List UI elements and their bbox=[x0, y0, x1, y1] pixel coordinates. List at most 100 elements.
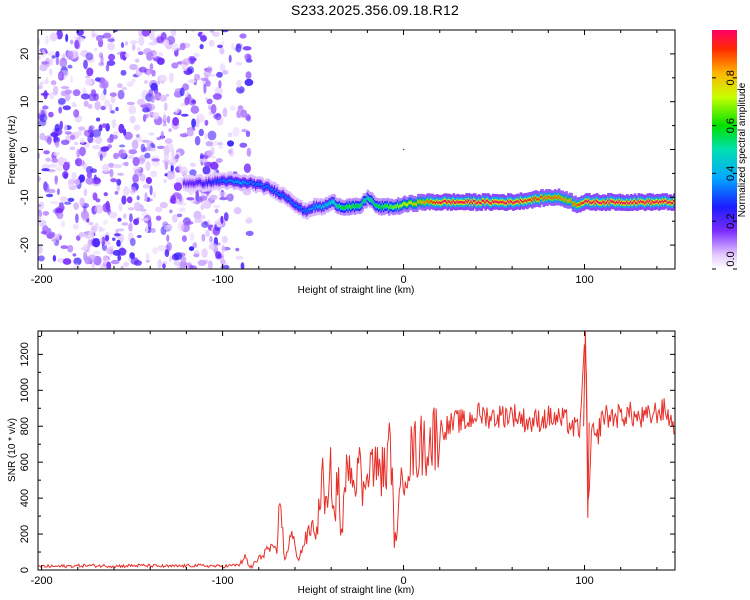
ridge-cell bbox=[607, 199, 610, 202]
noise-blob bbox=[148, 41, 158, 46]
noise-blob bbox=[192, 242, 198, 249]
noise-blob bbox=[235, 247, 240, 252]
ridge-cell bbox=[402, 148, 405, 151]
ridge-cell bbox=[372, 201, 376, 205]
noise-blob bbox=[102, 163, 110, 172]
ridge-cell bbox=[280, 194, 283, 197]
noise-blob bbox=[199, 158, 208, 163]
noise-blob bbox=[133, 124, 141, 131]
spectrogram-y-axis: -20 -10 0 10 20 bbox=[19, 29, 675, 270]
noise-blob bbox=[121, 222, 129, 226]
noise-blob bbox=[232, 126, 240, 137]
spectrogram-x-axis-label: Height of straight line (km) bbox=[298, 285, 415, 296]
noise-blob bbox=[227, 132, 233, 138]
noise-blob bbox=[42, 105, 49, 110]
noise-blob bbox=[194, 218, 203, 223]
noise-blob bbox=[113, 152, 119, 160]
noise-blob bbox=[170, 42, 179, 52]
noise-blob bbox=[123, 213, 127, 220]
snr-y-axis-label: SNR (10 * v/v) bbox=[7, 418, 18, 482]
noise-blob bbox=[222, 107, 228, 118]
noise-blob bbox=[98, 124, 103, 132]
noise-blob bbox=[145, 177, 152, 184]
noise-blob bbox=[101, 123, 108, 128]
noise-blob bbox=[138, 157, 146, 165]
noise-blob bbox=[109, 168, 114, 178]
noise-blob bbox=[220, 259, 226, 265]
noise-blob bbox=[216, 71, 223, 78]
noise-blob bbox=[207, 130, 217, 141]
noise-blob bbox=[157, 51, 164, 57]
x-tick-label: -100 bbox=[212, 274, 234, 286]
noise-blob bbox=[172, 214, 178, 223]
noise-blob bbox=[52, 254, 57, 262]
noise-blob bbox=[190, 200, 198, 204]
noise-blob bbox=[169, 158, 175, 166]
noise-blob bbox=[123, 261, 130, 267]
noise-blob bbox=[243, 163, 251, 173]
noise-blob bbox=[120, 265, 124, 269]
ridge-cell bbox=[263, 186, 267, 189]
noise-blob bbox=[106, 60, 116, 66]
noise-blob bbox=[198, 197, 203, 203]
noise-blob bbox=[179, 166, 188, 176]
ridge-cell bbox=[356, 204, 359, 208]
noise-blob bbox=[145, 225, 149, 234]
noise-blob bbox=[180, 256, 187, 263]
noise-blob bbox=[62, 105, 71, 111]
noise-blob bbox=[245, 230, 254, 237]
noise-blob bbox=[164, 138, 173, 144]
noise-blob bbox=[92, 250, 101, 255]
noise-blob bbox=[143, 48, 152, 55]
colorbar-tick-label: 0.0 bbox=[725, 251, 737, 266]
noise-blob bbox=[38, 255, 45, 262]
noise-blob bbox=[189, 162, 196, 167]
noise-blob bbox=[208, 243, 218, 251]
noise-blob bbox=[96, 36, 103, 42]
noise-blob bbox=[86, 67, 94, 77]
noise-blob bbox=[148, 89, 154, 98]
noise-blob bbox=[67, 64, 73, 69]
ridge-cell bbox=[642, 200, 646, 204]
noise-blob bbox=[156, 137, 162, 141]
noise-blob bbox=[191, 118, 197, 128]
noise-blob bbox=[64, 201, 72, 205]
noise-blob bbox=[128, 257, 132, 262]
noise-blob bbox=[105, 64, 110, 72]
noise-blob bbox=[185, 221, 194, 225]
ridge-cell bbox=[375, 204, 378, 208]
y-tick-label: 400 bbox=[19, 489, 31, 507]
noise-blob bbox=[219, 63, 226, 72]
noise-blob bbox=[173, 259, 181, 266]
y-tick-label: 1200 bbox=[19, 342, 31, 366]
colorbar-ticks: 0.0 0.2 0.4 0.6 0.8 bbox=[712, 70, 737, 270]
noise-blob bbox=[176, 213, 183, 218]
noise-blob bbox=[72, 263, 81, 269]
noise-blob bbox=[104, 99, 110, 108]
spectrogram-y-axis-label: Frequency (Hz) bbox=[7, 116, 18, 185]
noise-blob bbox=[120, 69, 127, 76]
noise-blob bbox=[136, 235, 142, 238]
ridge-cell bbox=[566, 199, 570, 203]
noise-blob bbox=[222, 235, 228, 244]
noise-blob bbox=[244, 53, 252, 61]
noise-blob bbox=[110, 110, 115, 114]
noise-blob bbox=[124, 53, 130, 58]
noise-blob bbox=[67, 197, 75, 202]
noise-blob bbox=[83, 100, 89, 108]
colorbar-gradient bbox=[712, 30, 737, 269]
ridge-cell bbox=[353, 206, 357, 209]
noise-blob bbox=[94, 222, 99, 229]
noise-blob bbox=[57, 156, 65, 167]
noise-blob bbox=[136, 195, 140, 201]
noise-blob bbox=[88, 104, 93, 109]
noise-blob bbox=[91, 89, 96, 95]
noise-blob bbox=[173, 252, 183, 261]
noise-blob bbox=[72, 89, 81, 97]
noise-blob bbox=[204, 133, 208, 140]
noise-blob bbox=[56, 166, 63, 171]
noise-blob bbox=[210, 104, 217, 114]
noise-blob bbox=[92, 238, 101, 248]
noise-blob bbox=[188, 264, 194, 269]
noise-blob bbox=[160, 130, 164, 140]
